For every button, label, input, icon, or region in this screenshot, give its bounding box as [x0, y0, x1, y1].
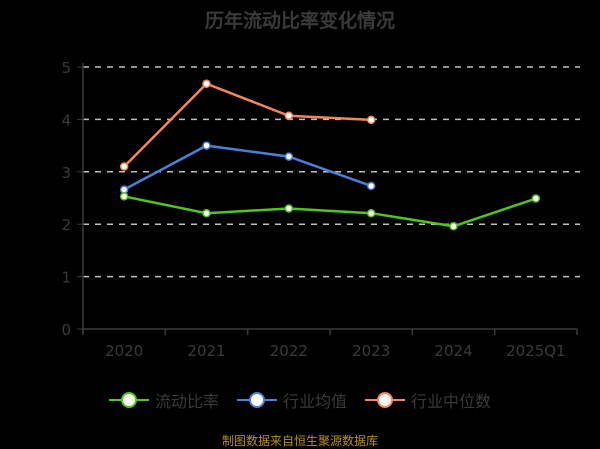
data-point[interactable]	[284, 111, 294, 120]
data-point[interactable]	[202, 79, 211, 89]
y-tick-label: 5	[61, 59, 71, 77]
y-tick-label: 1	[61, 269, 71, 287]
legend-label: 行业中位数	[411, 392, 492, 411]
data-point[interactable]	[119, 162, 129, 171]
data-point[interactable]	[531, 194, 541, 203]
x-tick-label: 2023	[352, 342, 390, 360]
legend-label: 流动比率	[154, 392, 219, 411]
series-line	[123, 195, 537, 228]
series-lines	[119, 79, 541, 231]
legend-marker-icon	[365, 392, 405, 408]
data-point[interactable]	[119, 185, 129, 194]
axes: 0 1 2 3 4 5 2020 2021 2022 2023 2024 2025Q1	[61, 59, 578, 360]
data-source-footer: 制图数据来自恒生聚源数据库	[221, 434, 378, 448]
x-tick-label: 2024	[434, 342, 472, 360]
data-point[interactable]	[119, 192, 129, 201]
data-point[interactable]	[366, 208, 376, 218]
x-tick-label: 2021	[187, 342, 225, 360]
y-tick-label: 0	[61, 321, 71, 339]
chart-title: 历年流动比率变化情况	[204, 10, 395, 32]
data-point[interactable]	[449, 222, 458, 231]
series-line	[123, 144, 372, 191]
y-tick-label: 2	[61, 216, 71, 234]
x-tick-label: 2020	[105, 342, 143, 360]
data-point[interactable]	[284, 152, 294, 161]
legend-item-industry-mean[interactable]: 行业均值	[236, 388, 347, 412]
data-point[interactable]	[202, 208, 211, 218]
legend-item-industry-median[interactable]: 行业中位数	[365, 388, 491, 412]
series-line	[123, 82, 372, 168]
legend-marker-icon	[236, 392, 277, 408]
legend-item-current-ratio[interactable]: 流动比率	[108, 388, 219, 412]
data-point[interactable]	[366, 181, 376, 191]
data-point[interactable]	[284, 204, 294, 213]
legend-marker-icon	[108, 392, 149, 408]
legend-label: 行业均值	[282, 392, 347, 411]
x-tick-label: 2022	[270, 342, 308, 360]
x-tick-label: 2025Q1	[506, 342, 566, 360]
y-tick-label: 3	[61, 164, 71, 182]
y-tick-label: 4	[61, 111, 71, 129]
data-point[interactable]	[202, 141, 211, 150]
data-point[interactable]	[366, 115, 376, 125]
legend: 流动比率 行业均值 行业中位数	[0, 388, 600, 412]
